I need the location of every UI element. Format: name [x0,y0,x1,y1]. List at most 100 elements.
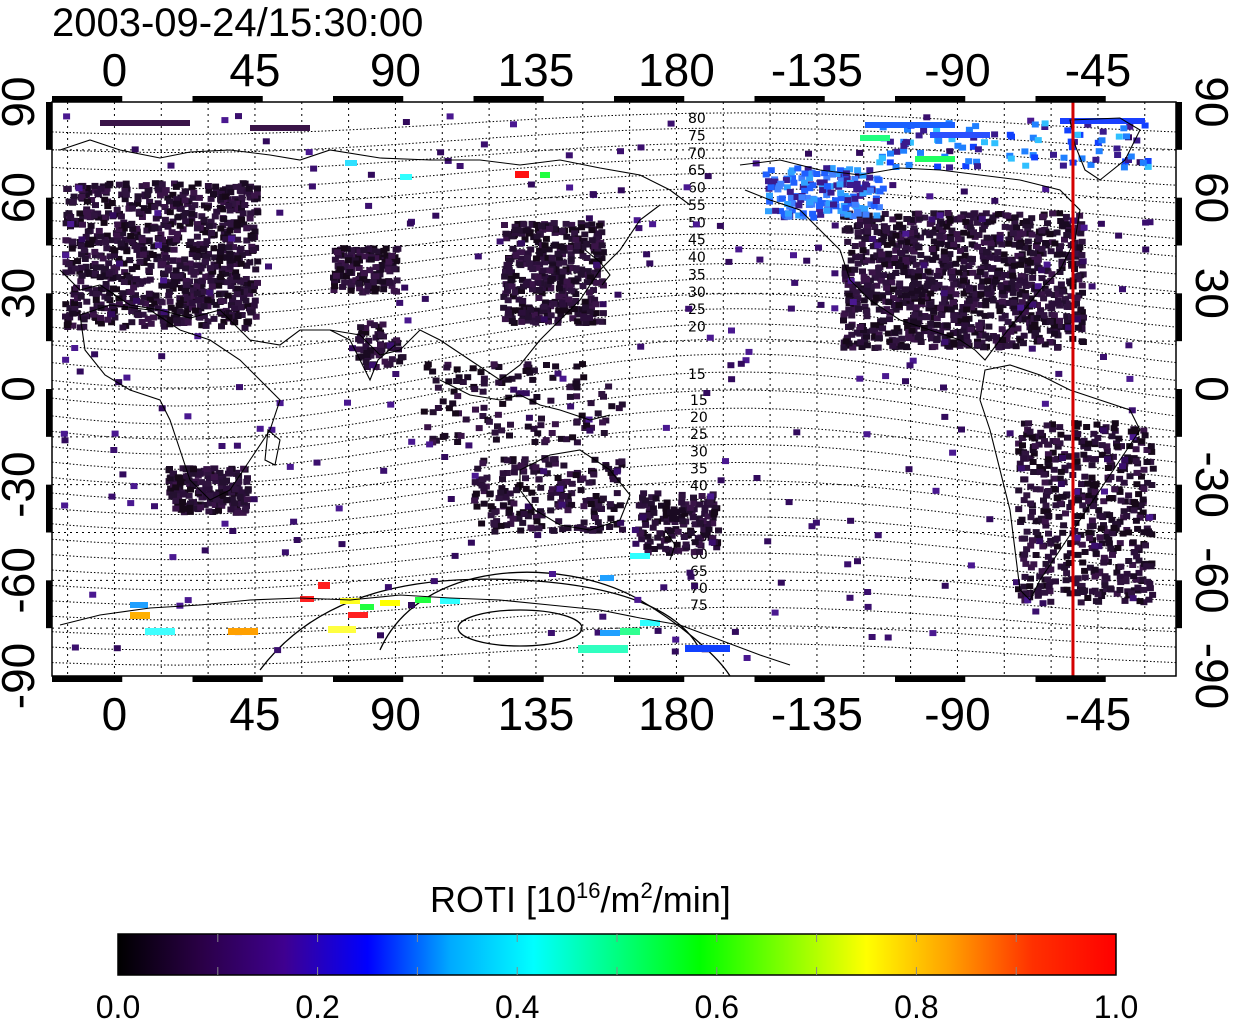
roti-cell [515,171,529,178]
roti-cell [69,322,77,329]
roti-cell [182,265,189,272]
frame-bar [1176,102,1182,150]
roti-cell [953,312,961,319]
roti-cell [555,254,563,261]
roti-cell [911,229,919,235]
roti-cell [388,356,396,363]
roti-cell [1003,336,1011,342]
roti-cell [979,278,987,285]
roti-cell [180,296,188,303]
frame-bar [46,484,52,533]
roti-cell [1042,319,1049,326]
x-tick-label: 90 [370,688,421,740]
roti-cell [863,308,871,315]
roti-cell [1124,588,1132,595]
roti-cell [1058,265,1066,271]
roti-cell [169,285,177,292]
roti-cell [1063,316,1071,323]
roti-cell [995,302,1003,309]
roti-cell [690,494,697,501]
roti-cell [815,244,822,251]
roti-cell [873,252,881,259]
roti-cell [606,524,614,530]
roti-cell [504,283,512,290]
roti-cell [1073,434,1081,441]
roti-cell [956,334,964,341]
roti-cell [931,304,939,311]
roti-cell [778,195,786,202]
contour-label: 65 [688,163,706,179]
roti-cell [618,458,626,465]
roti-cell [1042,279,1050,286]
roti-cell [479,413,487,419]
roti-cell [1014,234,1022,241]
roti-cell [849,299,857,305]
roti-cell [201,501,209,508]
roti-cell [931,343,939,350]
roti-cell [933,321,941,328]
roti-cell [668,515,676,522]
roti-cell [948,227,956,234]
roti-cell [1114,545,1122,551]
roti-cell [992,337,1000,344]
roti-cell [1149,591,1157,598]
roti-cell [949,274,957,281]
roti-cell [250,302,258,309]
roti-cell [867,288,875,295]
roti-cell [159,317,167,324]
x-tick-label: -90 [924,44,990,96]
roti-cell [1026,428,1034,435]
roti-cell [82,233,90,240]
roti-cell [904,126,911,133]
roti-cell [1029,256,1037,263]
roti-cell [878,155,886,162]
contour-label: 25 [688,302,706,318]
roti-cell [212,301,220,308]
roti-cell [1120,164,1128,171]
roti-cell [243,280,251,287]
roti-cell [510,500,518,507]
roti-cell [479,388,487,395]
roti-cell [959,265,967,272]
roti-cell [205,223,213,230]
roti-cell [95,239,103,246]
roti-cell [1098,513,1106,520]
roti-cell [539,254,547,261]
roti-cell [1078,541,1086,548]
roti-cell [890,302,898,308]
roti-cell [871,224,879,230]
roti-cell [646,538,654,545]
roti-cell [172,484,180,491]
roti-cell [853,301,861,308]
roti-cell [143,227,151,234]
roti-cell [1073,311,1081,318]
roti-cell [863,333,870,340]
roti-cell [1136,598,1144,605]
roti-cell [804,166,812,173]
roti-cell [1135,491,1143,498]
roti-cell [847,257,855,264]
roti-cell [480,141,488,148]
roti-cell [1071,528,1079,534]
roti-cell [177,478,185,485]
roti-cell [593,230,601,237]
roti-cell [240,221,248,228]
roti-cell [827,189,835,196]
roti-cell [518,288,525,294]
roti-cell [370,322,378,329]
roti-cell [233,442,241,449]
roti-cell [115,181,123,188]
roti-cell [915,156,955,162]
roti-cell [856,186,864,193]
roti-cell [157,313,165,320]
roti-cell [666,549,673,556]
roti-cell [352,246,360,253]
roti-cell [963,306,971,313]
roti-cell [174,502,182,509]
roti-cell [150,314,158,321]
roti-cell [1138,438,1146,445]
roti-cell [892,164,900,170]
roti-cell [83,298,91,305]
roti-cell [229,297,236,304]
roti-cell [605,383,613,390]
